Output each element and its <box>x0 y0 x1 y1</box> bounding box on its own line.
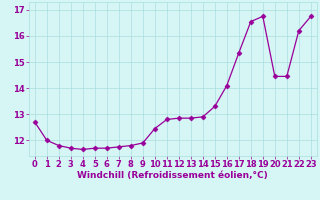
X-axis label: Windchill (Refroidissement éolien,°C): Windchill (Refroidissement éolien,°C) <box>77 171 268 180</box>
